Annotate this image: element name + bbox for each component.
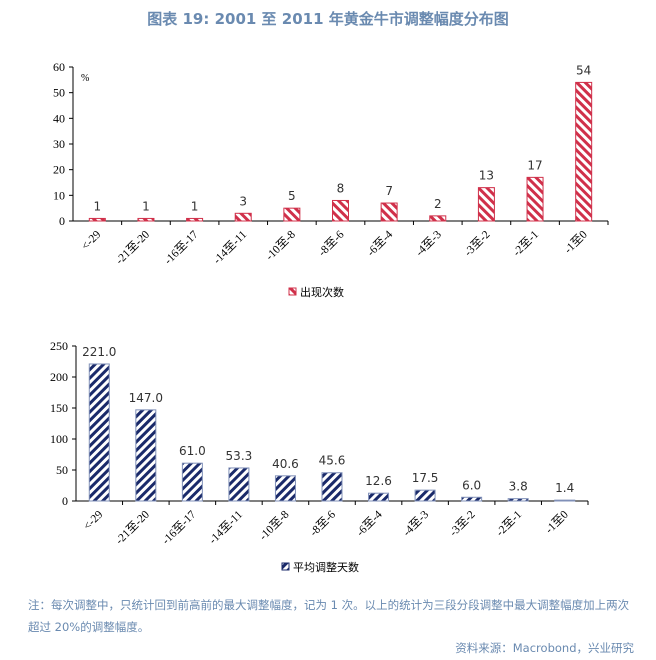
x-tick-label: -3至-2 bbox=[462, 228, 492, 258]
x-tick-label: -8至-6 bbox=[308, 508, 338, 538]
bar bbox=[234, 212, 252, 222]
x-tick-label: -14至-11 bbox=[207, 508, 245, 546]
x-tick-label: -10至-8 bbox=[264, 228, 298, 262]
source: 资料来源：Macrobond，兴业研究 bbox=[455, 641, 634, 655]
bar bbox=[507, 498, 529, 502]
bar bbox=[88, 217, 106, 222]
data-label: 8 bbox=[337, 181, 345, 195]
bar bbox=[429, 215, 447, 222]
chart-average-days: 0 50 100 150 200 250 221.0 <-29 147.0 -21至-20 61.0… bbox=[50, 339, 589, 574]
x-tick-label: -2至-1 bbox=[511, 228, 541, 258]
data-label: 53.3 bbox=[226, 449, 253, 463]
x-tick-label: -21至-20 bbox=[114, 508, 152, 546]
x-tick-label: -4至-3 bbox=[401, 508, 431, 538]
data-label: 1.4 bbox=[555, 481, 574, 495]
y-tick-label: 20 bbox=[53, 163, 65, 177]
bar bbox=[380, 202, 398, 222]
data-label: 7 bbox=[385, 184, 393, 198]
footnote: 注：每次调整中，只统计回到前高前的最大调整幅度，记为 1 次。以上的统计为三段分… bbox=[28, 598, 630, 634]
bar bbox=[181, 462, 203, 502]
y-tick-label: 100 bbox=[50, 432, 68, 446]
bar bbox=[554, 499, 576, 502]
data-label: 12.6 bbox=[365, 474, 392, 488]
y-tick-label: 50 bbox=[53, 86, 65, 100]
data-label: 221.0 bbox=[82, 345, 116, 359]
y-tick-label: 150 bbox=[50, 401, 68, 415]
data-label: 1 bbox=[93, 199, 101, 213]
y-tick-label: 200 bbox=[50, 370, 68, 384]
bar bbox=[228, 467, 250, 502]
bar bbox=[186, 217, 204, 222]
x-tick-label: <-29 bbox=[80, 228, 104, 252]
data-label: 61.0 bbox=[179, 444, 206, 458]
data-label: 13 bbox=[479, 169, 494, 183]
x-tick-label: -1至0 bbox=[543, 508, 571, 536]
bar bbox=[477, 187, 495, 222]
y-tick-label: 60 bbox=[53, 60, 65, 74]
unit-label: % bbox=[81, 73, 89, 84]
x-tick-label: -14至-11 bbox=[211, 228, 249, 266]
bar bbox=[88, 363, 110, 502]
data-label: 2 bbox=[434, 197, 442, 211]
bar bbox=[368, 492, 390, 502]
y-tick-label: 40 bbox=[53, 111, 65, 125]
y-tick-label: 50 bbox=[56, 463, 68, 477]
data-label: 40.6 bbox=[272, 457, 299, 471]
y-tick-label: 250 bbox=[50, 339, 68, 353]
data-label: 1 bbox=[191, 199, 199, 213]
data-label: 17.5 bbox=[412, 471, 439, 485]
data-label: 6.0 bbox=[462, 478, 481, 492]
x-tick-label: -1至0 bbox=[562, 228, 590, 256]
legend-swatch bbox=[281, 562, 290, 571]
bar bbox=[137, 217, 155, 222]
x-tick-label: -8至-6 bbox=[316, 228, 346, 258]
chart-occurrences: 0 10 20 30 40 50 60% 1 <-29 1 -21至-20 1 -16至-17 3 -14至… bbox=[53, 60, 609, 299]
y-tick-label: 0 bbox=[59, 214, 65, 228]
bar bbox=[414, 489, 436, 502]
legend-swatch bbox=[288, 287, 297, 296]
bar bbox=[461, 496, 483, 502]
y-tick-label: 10 bbox=[53, 188, 65, 202]
data-label: 5 bbox=[288, 189, 296, 203]
legend-label: 平均调整天数 bbox=[293, 560, 359, 574]
y-tick-label: 0 bbox=[62, 494, 68, 508]
x-tick-label: -2至-1 bbox=[494, 508, 524, 538]
bar bbox=[332, 199, 349, 222]
x-tick-label: -4至-3 bbox=[414, 228, 444, 258]
bar bbox=[575, 81, 593, 222]
data-label: 54 bbox=[576, 63, 591, 77]
data-label: 45.6 bbox=[319, 454, 346, 468]
x-tick-label: -16至-17 bbox=[162, 228, 200, 266]
x-tick-label: -3至-2 bbox=[448, 508, 478, 538]
x-tick-label: -10至-8 bbox=[257, 508, 291, 542]
data-label: 1 bbox=[142, 199, 150, 213]
x-tick-label: -6至-4 bbox=[354, 508, 384, 538]
data-label: 147.0 bbox=[129, 391, 163, 405]
legend-label: 出现次数 bbox=[300, 285, 344, 299]
y-tick-label: 30 bbox=[53, 137, 65, 151]
data-label: 17 bbox=[527, 158, 542, 172]
x-tick-label: -21至-20 bbox=[114, 228, 152, 266]
x-tick-label: <-29 bbox=[81, 508, 105, 532]
bar bbox=[283, 207, 301, 222]
chart-title: 图表 19: 2001 至 2011 年黄金牛市调整幅度分布图 bbox=[147, 10, 509, 28]
bar bbox=[321, 472, 343, 502]
data-label: 3.8 bbox=[509, 480, 528, 494]
bar bbox=[135, 409, 157, 502]
x-tick-label: -6至-4 bbox=[365, 228, 395, 258]
bar bbox=[274, 475, 296, 502]
data-label: 3 bbox=[239, 194, 247, 208]
bar bbox=[526, 176, 544, 222]
x-tick-label: -16至-17 bbox=[160, 508, 198, 546]
